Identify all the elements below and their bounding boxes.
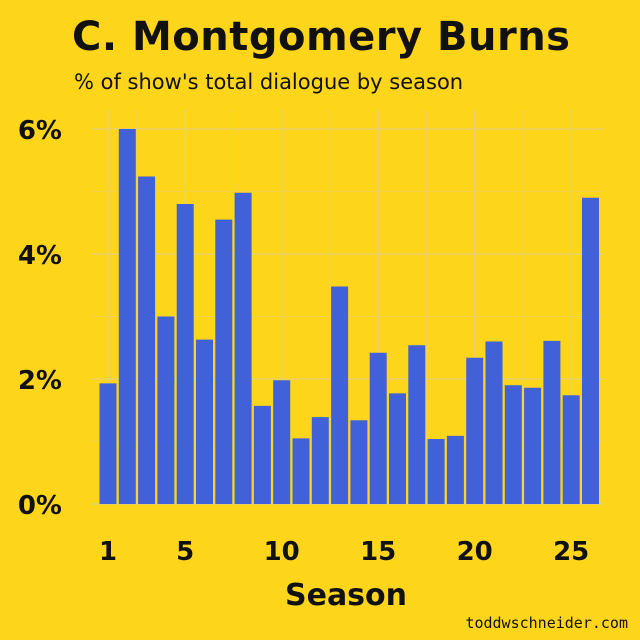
bar-season-20 <box>466 357 484 504</box>
y-tick-label: 2% <box>18 366 62 396</box>
x-tick-label: 10 <box>264 537 300 567</box>
bar-season-17 <box>408 345 426 504</box>
x-tick-label: 25 <box>553 537 589 567</box>
bar-season-7 <box>215 219 233 504</box>
y-tick-labels: 0% 2% 4% 6% <box>18 116 62 521</box>
x-tick-label: 5 <box>176 537 194 567</box>
y-tick-label: 4% <box>18 241 62 271</box>
bar-season-26 <box>582 197 599 504</box>
bar-season-2 <box>118 129 136 504</box>
y-tick-label: 0% <box>18 491 62 521</box>
bar-season-12 <box>311 417 329 504</box>
bar-season-3 <box>138 176 156 504</box>
bar-season-13 <box>331 286 349 504</box>
bar-season-19 <box>446 435 464 504</box>
bar-season-16 <box>389 393 406 504</box>
chart-subtitle: % of show's total dialogue by season <box>74 70 464 94</box>
bars <box>99 129 599 504</box>
bar-season-14 <box>350 420 368 504</box>
bar-season-10 <box>273 380 291 504</box>
bar-season-15 <box>369 352 387 504</box>
chart-title: C. Montgomery Burns <box>72 14 571 60</box>
bar-season-24 <box>543 340 561 504</box>
y-tick-label: 6% <box>18 116 62 146</box>
x-tick-labels: 1 5 10 15 20 25 <box>99 537 589 567</box>
bar-season-21 <box>485 341 503 504</box>
x-tick-label: 20 <box>457 537 493 567</box>
bar-season-6 <box>196 339 213 504</box>
bar-season-18 <box>427 439 445 504</box>
bar-season-9 <box>253 405 271 504</box>
bar-season-22 <box>504 385 522 504</box>
bar-season-4 <box>157 316 175 504</box>
bar-season-5 <box>176 204 194 504</box>
x-tick-label: 15 <box>360 537 396 567</box>
bar-season-1 <box>99 383 117 504</box>
bar-season-11 <box>292 438 310 504</box>
x-tick-label: 1 <box>99 537 117 567</box>
bar-season-23 <box>524 387 542 504</box>
bar-season-25 <box>562 395 580 504</box>
bar-season-8 <box>234 192 252 504</box>
credit-text: toddwschneider.com <box>465 614 628 632</box>
x-axis-label: Season <box>285 578 407 613</box>
